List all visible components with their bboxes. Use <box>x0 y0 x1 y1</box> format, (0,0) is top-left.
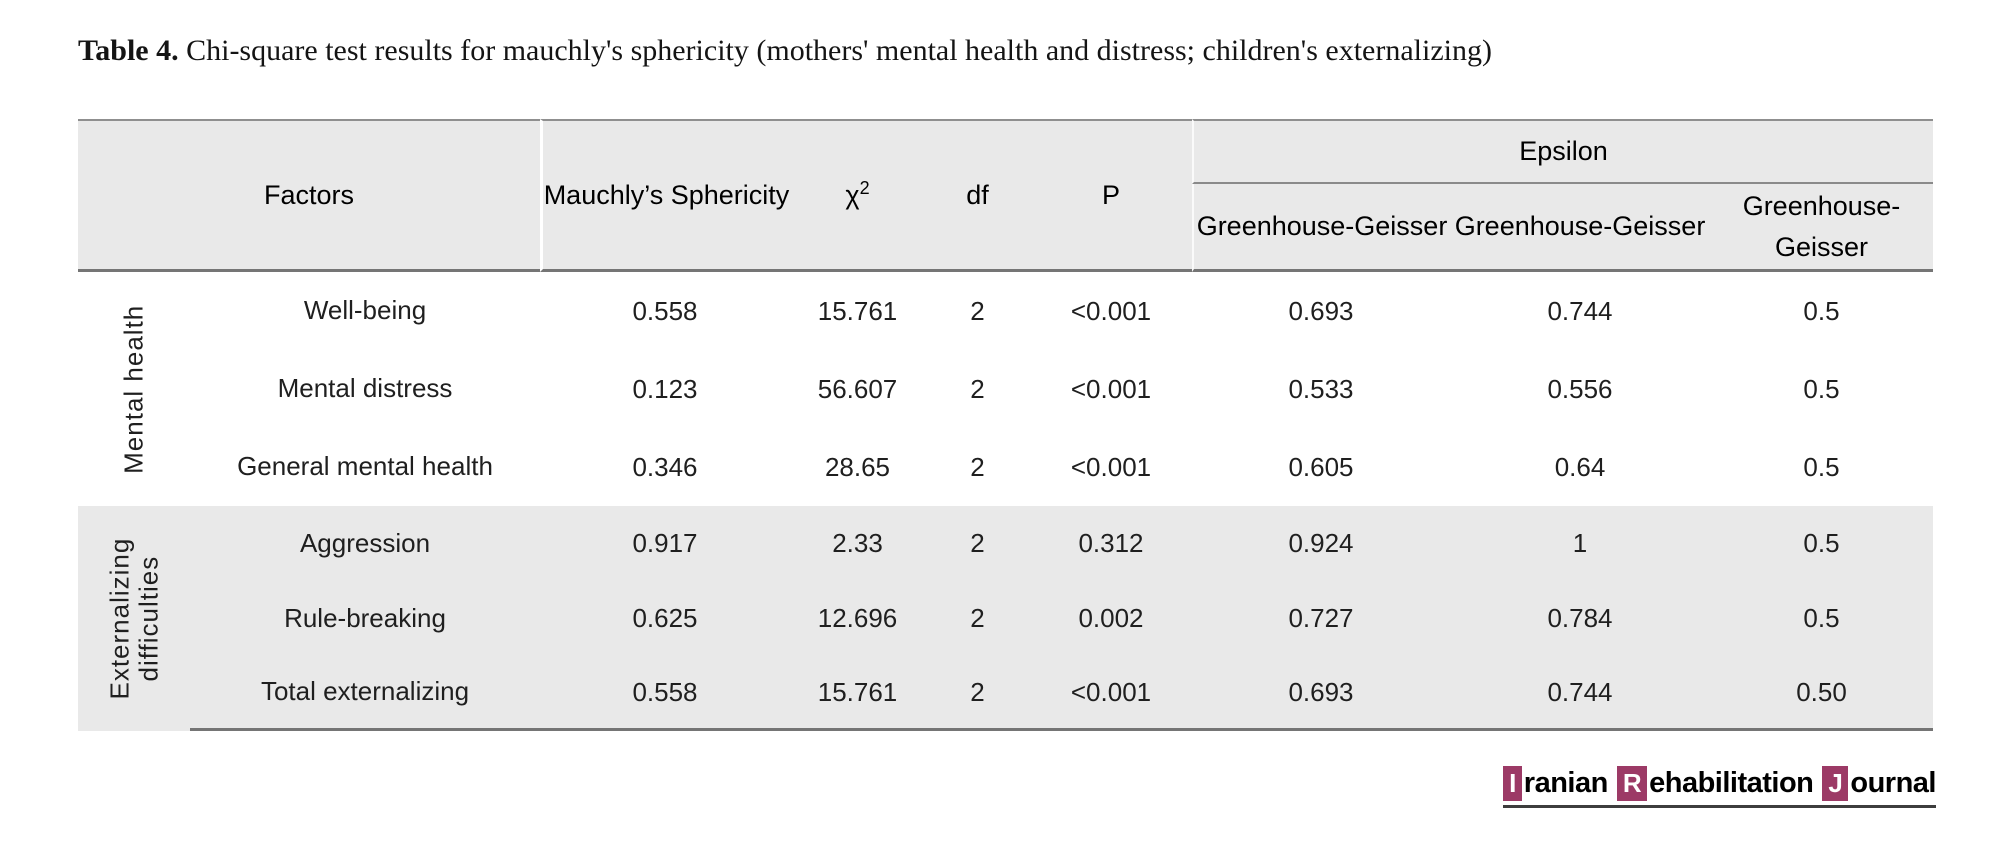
cell-gg1: 0.924 <box>1192 506 1450 581</box>
col-header-chi-square: χ2 <box>790 119 925 272</box>
cell-p: <0.001 <box>1030 272 1192 350</box>
cell-gg2: 0.784 <box>1450 581 1710 656</box>
cell-p: 0.312 <box>1030 506 1192 581</box>
cell-mauchly: 0.558 <box>540 656 790 731</box>
group-label-mental-health: Mental health <box>78 272 190 506</box>
cell-mauchly: 0.917 <box>540 506 790 581</box>
group-label-text: Externalizing difficulties <box>104 537 164 700</box>
cell-df: 2 <box>925 506 1030 581</box>
col-header-greenhouse-geisser-1: Greenhouse-Geisser <box>1192 184 1450 272</box>
table-row: Mental health Well-being 0.558 15.761 2 … <box>78 272 1933 506</box>
cell-gg2: 0.744 <box>1450 272 1710 350</box>
cell-chi2: 15.761 <box>790 656 925 731</box>
logo-initial-i: I <box>1503 766 1522 801</box>
col-header-epsilon: Epsilon <box>1192 119 1933 184</box>
cell-gg2: 1 <box>1450 506 1710 581</box>
group-label-text: Mental health <box>118 304 149 474</box>
group-label-wrap: Externalizing difficulties <box>78 538 190 700</box>
chi-exponent: 2 <box>859 177 870 198</box>
cell-gg3: 0.5 <box>1710 272 1933 350</box>
cell-df: 2 <box>925 581 1030 656</box>
cell-mauchly: 0.625 <box>540 581 790 656</box>
group-label-wrap: Mental health <box>78 304 190 473</box>
group-label-externalizing-difficulties: Externalizing difficulties <box>78 506 190 731</box>
cell-mauchly: 0.558 <box>540 272 790 350</box>
cell-factor: Total externalizing <box>190 656 540 731</box>
cell-mauchly: 0.123 <box>540 350 790 428</box>
col-header-factors: Factors <box>78 119 540 272</box>
results-table: Factors Mauchly’s Sphericity χ2 df P Eps… <box>78 119 1933 731</box>
logo-initial-r: R <box>1616 766 1648 801</box>
table-row: Total externalizing 0.558 15.761 2 <0.00… <box>78 656 1933 731</box>
cell-chi2: 15.761 <box>790 272 925 350</box>
cell-factor: Aggression <box>190 506 540 581</box>
cell-chi2: 28.65 <box>790 428 925 506</box>
cell-chi2: 12.696 <box>790 581 925 656</box>
cell-gg3: 0.5 <box>1710 428 1933 506</box>
cell-factor: Well-being <box>190 272 540 350</box>
table-row: General mental health 0.346 28.65 2 <0.0… <box>78 428 1933 506</box>
logo-word-rest: ournal <box>1850 767 1936 799</box>
logo-initial-j: J <box>1822 766 1849 801</box>
cell-gg1: 0.605 <box>1192 428 1450 506</box>
cell-p: <0.001 <box>1030 428 1192 506</box>
cell-gg3: 0.5 <box>1710 506 1933 581</box>
cell-gg1: 0.533 <box>1192 350 1450 428</box>
table-row: Externalizing difficulties Aggression 0.… <box>78 506 1933 731</box>
table-caption-label: Table 4. <box>78 34 179 67</box>
cell-chi2: 56.607 <box>790 350 925 428</box>
cell-gg1: 0.727 <box>1192 581 1450 656</box>
table-row: Rule-breaking 0.625 12.696 2 0.002 0.727… <box>78 581 1933 656</box>
cell-mauchly: 0.346 <box>540 428 790 506</box>
logo-word-rest: ranian <box>1523 767 1609 799</box>
cell-gg3: 0.5 <box>1710 581 1933 656</box>
cell-gg2: 0.64 <box>1450 428 1710 506</box>
chi-symbol: χ <box>845 179 860 210</box>
col-header-greenhouse-geisser-3: Greenhouse-Geisser <box>1710 184 1933 272</box>
table-row: Mental distress 0.123 56.607 2 <0.001 0.… <box>78 350 1933 428</box>
logo-word-rest: ehabilitation <box>1649 767 1814 799</box>
cell-factor: General mental health <box>190 428 540 506</box>
cell-p: 0.002 <box>1030 581 1192 656</box>
cell-df: 2 <box>925 656 1030 731</box>
cell-df: 2 <box>925 272 1030 350</box>
table-caption-text: Chi-square test results for mauchly's sp… <box>178 34 1492 67</box>
cell-chi2: 2.33 <box>790 506 925 581</box>
col-header-greenhouse-geisser-2: Greenhouse-Geisser <box>1450 184 1710 272</box>
cell-gg3: 0.50 <box>1710 656 1933 731</box>
cell-gg1: 0.693 <box>1192 656 1450 731</box>
cell-p: <0.001 <box>1030 656 1192 731</box>
cell-p: <0.001 <box>1030 350 1192 428</box>
table-caption: Table 4. Chi-square test results for mau… <box>78 34 1938 68</box>
col-header-mauchly: Mauchly’s Sphericity <box>540 119 790 272</box>
cell-df: 2 <box>925 350 1030 428</box>
cell-factor: Mental distress <box>190 350 540 428</box>
cell-factor: Rule-breaking <box>190 581 540 656</box>
col-header-p: P <box>1030 119 1192 272</box>
cell-gg2: 0.556 <box>1450 350 1710 428</box>
cell-gg2: 0.744 <box>1450 656 1710 731</box>
cell-df: 2 <box>925 428 1030 506</box>
col-header-df: df <box>925 119 1030 272</box>
cell-gg1: 0.693 <box>1192 272 1450 350</box>
cell-gg3: 0.5 <box>1710 350 1933 428</box>
